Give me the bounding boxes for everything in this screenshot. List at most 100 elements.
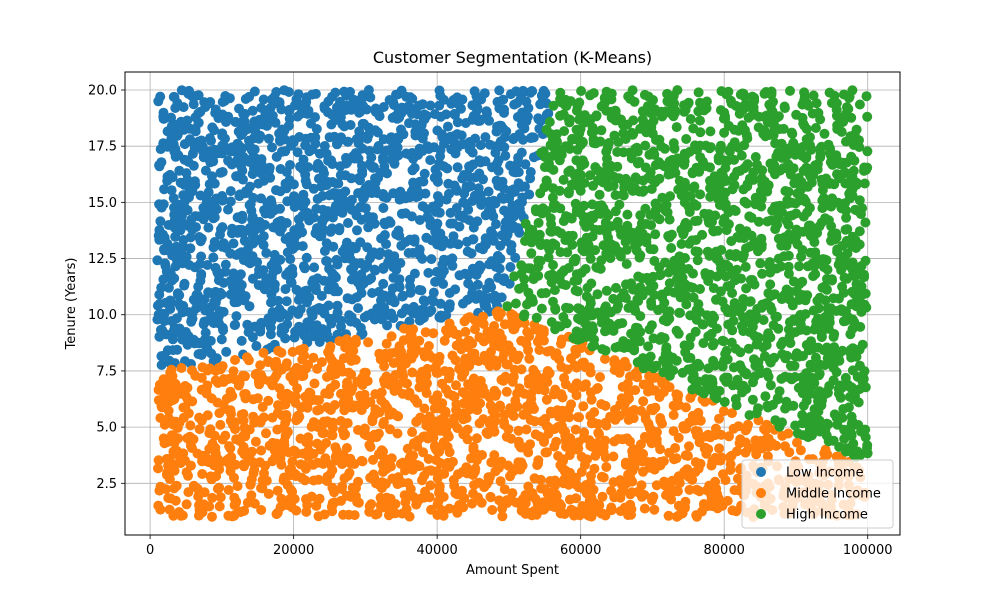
point-low-income bbox=[392, 132, 403, 143]
point-high-income bbox=[525, 294, 536, 305]
point-low-income bbox=[484, 115, 494, 126]
point-middle-income bbox=[497, 511, 508, 522]
point-middle-income bbox=[163, 405, 174, 416]
point-low-income bbox=[379, 230, 390, 240]
point-high-income bbox=[846, 151, 857, 162]
point-low-income bbox=[367, 162, 378, 173]
point-high-income bbox=[846, 112, 857, 123]
point-middle-income bbox=[623, 469, 634, 480]
point-middle-income bbox=[377, 459, 388, 470]
point-high-income bbox=[680, 217, 691, 228]
point-high-income bbox=[671, 122, 682, 133]
point-middle-income bbox=[498, 416, 509, 427]
point-middle-income bbox=[556, 338, 566, 349]
point-middle-income bbox=[556, 361, 567, 372]
point-low-income bbox=[493, 272, 504, 283]
point-low-income bbox=[236, 335, 247, 346]
point-middle-income bbox=[363, 337, 374, 348]
point-middle-income bbox=[204, 428, 215, 439]
point-middle-income bbox=[180, 455, 190, 466]
point-low-income bbox=[308, 183, 319, 194]
point-middle-income bbox=[320, 453, 331, 464]
point-low-income bbox=[365, 253, 375, 264]
point-middle-income bbox=[506, 495, 517, 506]
point-high-income bbox=[656, 332, 667, 342]
point-middle-income bbox=[556, 500, 566, 511]
point-low-income bbox=[414, 121, 425, 132]
point-high-income bbox=[745, 309, 756, 320]
point-low-income bbox=[265, 208, 276, 219]
point-middle-income bbox=[238, 415, 249, 426]
point-middle-income bbox=[336, 484, 347, 494]
point-middle-income bbox=[564, 450, 575, 461]
point-middle-income bbox=[530, 493, 541, 504]
point-high-income bbox=[544, 158, 554, 169]
point-high-income bbox=[761, 340, 772, 351]
point-high-income bbox=[571, 155, 582, 166]
point-high-income bbox=[851, 301, 862, 312]
point-high-income bbox=[854, 142, 865, 152]
point-low-income bbox=[518, 134, 528, 145]
point-high-income bbox=[838, 287, 849, 298]
point-middle-income bbox=[570, 348, 581, 359]
point-middle-income bbox=[289, 494, 300, 504]
point-middle-income bbox=[477, 450, 487, 460]
point-high-income bbox=[622, 220, 633, 231]
point-low-income bbox=[367, 187, 378, 198]
point-middle-income bbox=[610, 414, 621, 425]
point-low-income bbox=[511, 86, 521, 97]
point-high-income bbox=[644, 352, 655, 363]
point-low-income bbox=[452, 117, 463, 128]
point-high-income bbox=[734, 306, 745, 317]
point-middle-income bbox=[296, 402, 307, 413]
point-middle-income bbox=[499, 348, 510, 359]
point-middle-income bbox=[407, 367, 418, 378]
point-low-income bbox=[166, 316, 177, 326]
point-high-income bbox=[820, 213, 831, 224]
point-low-income bbox=[388, 272, 399, 283]
point-middle-income bbox=[489, 450, 500, 461]
point-middle-income bbox=[516, 335, 527, 346]
point-middle-income bbox=[399, 323, 410, 334]
point-middle-income bbox=[365, 397, 376, 407]
point-middle-income bbox=[725, 465, 736, 475]
point-low-income bbox=[385, 295, 396, 306]
point-middle-income bbox=[629, 405, 640, 415]
point-middle-income bbox=[166, 430, 177, 441]
point-high-income bbox=[847, 85, 858, 96]
point-low-income bbox=[439, 138, 449, 149]
point-middle-income bbox=[466, 453, 476, 464]
point-middle-income bbox=[375, 492, 386, 503]
point-low-income bbox=[426, 294, 437, 305]
point-low-income bbox=[327, 109, 337, 120]
point-middle-income bbox=[267, 376, 278, 387]
point-high-income bbox=[706, 328, 717, 339]
point-middle-income bbox=[690, 457, 701, 468]
point-middle-income bbox=[493, 463, 504, 473]
point-low-income bbox=[189, 176, 200, 187]
point-middle-income bbox=[342, 470, 353, 481]
point-high-income bbox=[838, 404, 849, 414]
point-low-income bbox=[244, 91, 255, 102]
point-high-income bbox=[707, 216, 717, 227]
point-high-income bbox=[806, 362, 817, 373]
point-middle-income bbox=[596, 471, 607, 482]
point-middle-income bbox=[712, 503, 723, 514]
point-middle-income bbox=[495, 400, 505, 411]
point-middle-income bbox=[301, 494, 311, 505]
point-middle-income bbox=[197, 469, 208, 479]
point-high-income bbox=[681, 134, 692, 144]
point-middle-income bbox=[600, 435, 611, 446]
point-middle-income bbox=[308, 475, 319, 486]
point-high-income bbox=[618, 128, 629, 139]
point-high-income bbox=[826, 201, 837, 212]
point-high-income bbox=[610, 342, 621, 353]
point-low-income bbox=[426, 235, 437, 246]
point-high-income bbox=[610, 206, 621, 217]
point-middle-income bbox=[402, 378, 412, 389]
point-middle-income bbox=[455, 365, 466, 375]
point-middle-income bbox=[309, 378, 320, 389]
point-middle-income bbox=[507, 376, 518, 387]
point-high-income bbox=[768, 263, 779, 274]
point-middle-income bbox=[400, 358, 411, 369]
